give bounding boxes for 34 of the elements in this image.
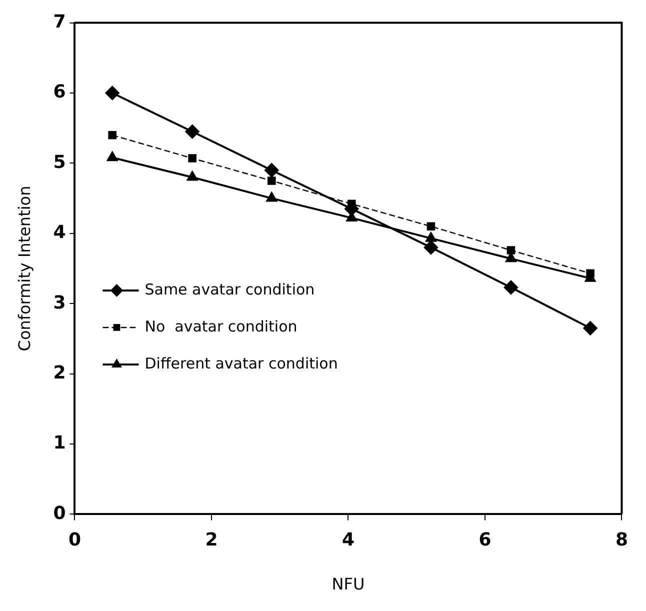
point (105, 86, 120, 100)
point (426, 232, 436, 242)
point (264, 163, 279, 178)
y-tick-label: 1 (53, 432, 66, 454)
y-tick-label: 7 (53, 11, 66, 32)
x-tick-label: 0 (68, 530, 81, 551)
point (185, 124, 200, 139)
point (424, 240, 438, 254)
x-tick-label: 4 (342, 530, 354, 551)
y-tick-label: 3 (53, 292, 66, 314)
point (266, 192, 277, 202)
legend-label: Different avatar condition (144, 354, 338, 372)
point (504, 280, 518, 294)
point (107, 152, 118, 162)
y-tick-label: 4 (53, 222, 66, 244)
legend-label: Same avatar condition (144, 280, 315, 298)
point (108, 130, 116, 140)
x-tick-label: 2 (205, 530, 218, 551)
x-tick-label: 6 (478, 530, 492, 551)
y-axis-title: Conformity Intention (14, 186, 34, 352)
point (268, 176, 276, 185)
x-axis-title: NFU (332, 574, 365, 594)
point (188, 154, 196, 162)
x-tick-label: 8 (615, 530, 628, 551)
point (187, 171, 198, 181)
y-tick-label: 5 (53, 152, 66, 173)
point (426, 222, 436, 231)
point (506, 252, 516, 262)
point (506, 246, 516, 254)
y-tick-label: 6 (53, 82, 66, 103)
y-tick-label: 2 (53, 362, 66, 384)
legend-label: No avatar condition (144, 317, 298, 336)
y-tick-label: 0 (53, 502, 66, 524)
point (583, 321, 598, 336)
